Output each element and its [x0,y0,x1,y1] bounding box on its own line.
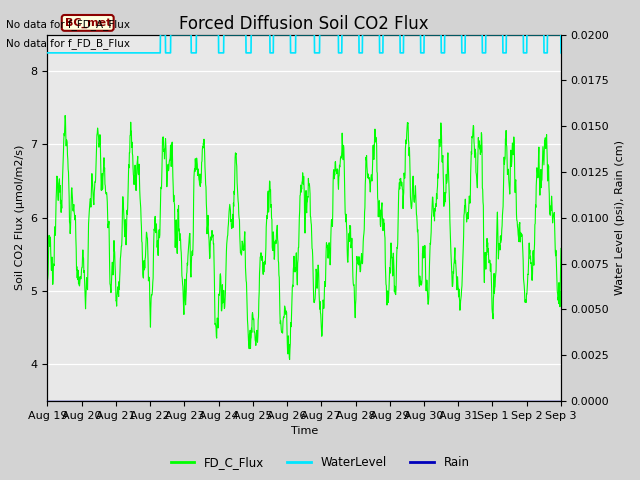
Title: Forced Diffusion Soil CO2 Flux: Forced Diffusion Soil CO2 Flux [179,15,429,33]
Text: BC_met: BC_met [65,18,111,28]
Legend: FD_C_Flux, WaterLevel, Rain: FD_C_Flux, WaterLevel, Rain [166,452,474,474]
X-axis label: Time: Time [291,426,318,436]
Text: No data for f_FD_A_Flux: No data for f_FD_A_Flux [6,19,131,30]
Y-axis label: Water Level (psi), Rain (cm): Water Level (psi), Rain (cm) [615,140,625,295]
Y-axis label: Soil CO2 Flux (μmol/m2/s): Soil CO2 Flux (μmol/m2/s) [15,145,25,290]
Text: No data for f_FD_B_Flux: No data for f_FD_B_Flux [6,38,131,49]
